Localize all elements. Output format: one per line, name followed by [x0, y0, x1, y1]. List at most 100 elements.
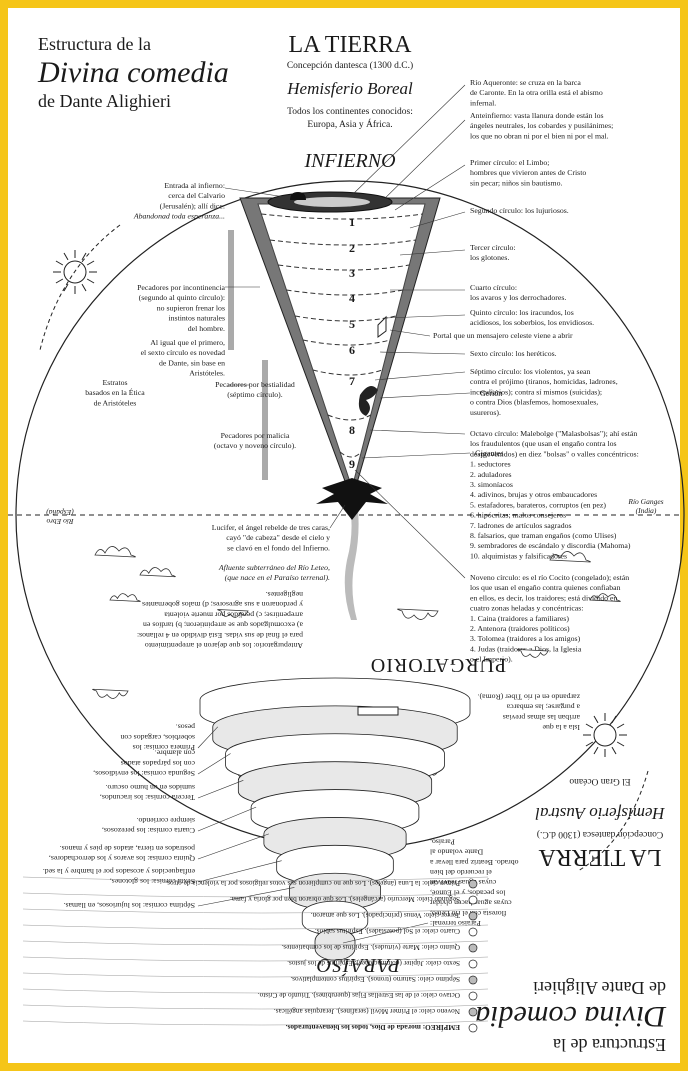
note: a purgarse; las embarca	[506, 703, 580, 712]
planet	[469, 880, 477, 888]
planet	[469, 912, 477, 920]
circle-number: 8	[349, 423, 355, 437]
note: cerca del Calvario	[168, 191, 225, 200]
hemisphere: Hemisferio Boreal	[286, 79, 413, 98]
note: los glotones.	[470, 253, 509, 262]
terrace-note: pesos.	[176, 723, 195, 732]
note: Pecadores por malicia	[221, 431, 290, 440]
note: arrepentirse; c) perdidos por muerte vio…	[164, 610, 303, 619]
note: Pecadores por incontinencia	[137, 283, 225, 292]
earth-subtitle: Concepción dantesca (1300 d.C.)	[287, 60, 413, 71]
note: infernal.	[470, 98, 496, 107]
circle-number: 4	[349, 291, 355, 305]
note: el sexto círculo es novedad	[141, 348, 226, 357]
terrace-note: postrados en tierra, atados de pies y ma…	[60, 844, 195, 853]
note: los que usan el engaño contra quienes co…	[470, 583, 621, 592]
earth-title: LA TIERRA	[289, 32, 413, 58]
note: Primer círculo: el Limbo;	[470, 158, 549, 167]
gerion: Gerión	[480, 389, 502, 398]
note: Tercer círculo:	[470, 243, 516, 252]
note: Octavo círculo: Malebolge ("Malasbolsas"…	[470, 429, 637, 438]
terrace-note: Quinta cornisa: los avaros y los derroch…	[49, 854, 195, 863]
note: 8. falsarios, que traman engaños (como U…	[470, 531, 617, 540]
inferno-label: INFIERNO	[303, 150, 395, 172]
river: (España)	[46, 508, 74, 517]
circle-number: 7	[349, 374, 355, 388]
note: ángeles neutrales, los cobardes y pusilá…	[470, 121, 613, 130]
circle-number: 3	[349, 266, 355, 280]
note: Al igual que el primero,	[150, 338, 225, 347]
note: en ellos, es decir, los traidores; está …	[470, 593, 617, 602]
heaven-note: Sexto cielo: Júpiter (dominaciones). Esp…	[287, 959, 460, 968]
heaven-note: Octavo cielo: el de las Estrellas Fijas …	[258, 991, 460, 1000]
terrace-note: siempre corriendo.	[136, 816, 195, 825]
note: (segundo al quinto círculo):	[139, 293, 225, 302]
continents: Todos los continentes conocidos:	[287, 107, 413, 117]
terrace-note: enflaquecidos y acosados por el hambre y…	[43, 867, 195, 876]
strata-bar	[262, 360, 268, 480]
circle-number: 1	[349, 215, 355, 229]
note: Entrada al infierno:	[164, 181, 225, 190]
heaven-note: Séptimo cielo: Saturno (tronos). Espírit…	[290, 975, 460, 984]
note: instintos naturales	[168, 314, 225, 323]
note: Paraíso.	[430, 837, 455, 846]
planet	[469, 1008, 477, 1016]
note: (octavo y noveno círculo).	[214, 441, 296, 450]
planet	[469, 976, 477, 984]
title: Divina comedia	[37, 56, 229, 89]
title: Divina comedia	[475, 1000, 667, 1033]
note: Portal que un mensajero celeste viene a …	[433, 331, 573, 340]
note: basados en la Ética	[85, 387, 145, 397]
note: 6. hipócritas; malos consejeros	[470, 511, 566, 520]
earth-subtitle: Concepción dantesca (1300 d.C.)	[537, 829, 663, 840]
circle-number: 5	[349, 317, 355, 331]
note: Cuarto círculo:	[470, 283, 517, 292]
note: los que no obran ni por el bien ni por e…	[470, 131, 609, 140]
terrace-note: con los párpados atados	[121, 759, 195, 768]
note: Noveno círculo: es el río Cocito (congel…	[470, 573, 629, 582]
note: usureros).	[470, 408, 501, 417]
note: sin pecar; niños sin bautismo.	[470, 178, 563, 187]
note: 10. alquimistas y falsificadores	[470, 551, 567, 560]
note: Anteinfierno: vasta llanura donde están …	[470, 111, 604, 120]
note: Río Aqueronte: se cruza en la barca	[470, 78, 581, 87]
note: cuatro zonas heladas y concéntricas:	[470, 604, 583, 613]
circle-number: 2	[349, 241, 355, 255]
earth-title: LA TIERRA	[538, 844, 662, 870]
note: 2. aduladores	[470, 470, 512, 479]
note: Afluente subterráneo del Río Leteo,	[218, 563, 330, 572]
page: 123456789Estructura de laDivina comediad…	[0, 0, 688, 1071]
title: de Dante Alighieri	[38, 91, 171, 111]
terrace-note: sumidos en un humo oscuro.	[106, 783, 195, 792]
note: Antepurgatorio: los que dejaron el arrep…	[145, 641, 303, 650]
note: se clavó en el fondo del Infierno.	[227, 543, 330, 552]
planet	[469, 928, 477, 936]
note: contra el prójimo (tiranos, homicidas, l…	[470, 377, 618, 386]
terrace-note: con alambre.	[155, 749, 195, 758]
terrace-note: Tercera cornisa: los iracundos,	[100, 793, 195, 802]
note: arriban las almas previas	[503, 713, 580, 722]
heaven-note: Noveno cielo: el Primer Móvil (serafines…	[274, 1007, 460, 1016]
note: Isla a la que	[542, 723, 580, 732]
note: (que nace en el Paraíso terrenal).	[225, 573, 330, 582]
note: negligentes.	[265, 590, 303, 599]
note: 3. simoníacos	[470, 480, 513, 489]
note: los avaros y los derrochadores.	[470, 293, 566, 302]
note: para el final de sus vidas. Está dividid…	[137, 631, 303, 640]
ocean: El Gran Océano	[569, 776, 630, 786]
heaven-note: Quinto cielo: Marte (virtudes). Espíritu…	[281, 943, 460, 952]
terrace-note: Cuarta cornisa: los perezosos,	[102, 826, 195, 835]
note: acidiosos, los soberbios, los envidiosos…	[470, 318, 594, 327]
note: 5. estafadores, barateros, corruptos (en…	[470, 500, 606, 509]
purgatorio-label: PURGATORIO	[370, 654, 506, 676]
river: (India)	[636, 506, 657, 515]
heaven-note: Tercer cielo: Venus (principados). Los q…	[311, 911, 460, 920]
title: Estructura de la	[38, 34, 151, 54]
heaven-note: Primer cielo: la Luna (ángeles). Los que…	[165, 879, 460, 888]
terrace-note: Séptima cornisa: los lujuriosos, en llam…	[64, 901, 195, 910]
note: 2. Antenora (traidores políticos)	[470, 624, 570, 633]
title: de Dante Alighieri	[533, 978, 666, 998]
note: Lucifer, el ángel rebelde de tres caras,	[212, 523, 330, 532]
note: los fraudulentos (que usan el engaño con…	[470, 439, 617, 448]
title: Estructura de la	[553, 1035, 666, 1055]
